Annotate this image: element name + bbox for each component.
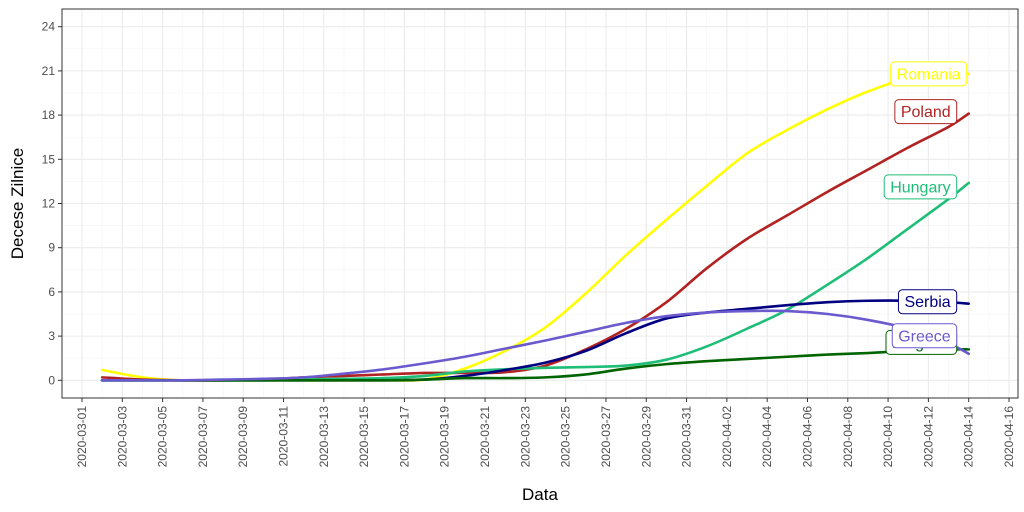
x-tick-label: 2020-03-15 — [357, 406, 371, 468]
series-label-text: Hungary — [890, 179, 950, 196]
series-label-poland: Poland — [894, 99, 958, 125]
x-tick-label: 2020-03-19 — [438, 406, 452, 468]
series-labels: RomaniaPolandHungarySerbiaBulgariaGreece — [883, 61, 968, 355]
y-tick-label: 21 — [42, 64, 56, 78]
y-tick-label: 18 — [42, 108, 56, 122]
x-tick-label: 2020-03-21 — [478, 406, 492, 468]
series-label-serbia: Serbia — [897, 289, 958, 315]
y-tick-label: 3 — [48, 329, 55, 343]
series-label-text: Greece — [898, 328, 951, 345]
x-tick-label: 2020-03-25 — [559, 406, 573, 468]
series-label-romania: Romania — [890, 61, 968, 87]
series-label-text: Serbia — [904, 294, 950, 311]
y-tick-label: 15 — [42, 152, 56, 166]
x-tick-label: 2020-04-04 — [760, 406, 774, 468]
x-tick-label: 2020-03-07 — [196, 406, 210, 468]
y-tick-label: 12 — [42, 197, 56, 211]
x-tick-label: 2020-04-12 — [921, 406, 935, 468]
series-label-box — [891, 323, 958, 349]
series-lines — [100, 72, 970, 382]
series-line-greece — [100, 309, 970, 382]
x-tick-label: 2020-04-06 — [800, 406, 814, 468]
y-axis-title: Decese Zilnice — [8, 148, 27, 260]
major-gridlines — [62, 9, 1018, 398]
x-tick-label: 2020-04-10 — [881, 406, 895, 468]
x-tick-label: 2020-03-17 — [397, 406, 411, 468]
x-tick-label: 2020-03-31 — [680, 406, 694, 468]
series-label-box — [894, 99, 958, 125]
x-tick-label: 2020-03-11 — [277, 406, 291, 467]
x-tick-label: 2020-03-23 — [518, 406, 532, 468]
y-tick-label: 6 — [48, 285, 55, 299]
x-tick-label: 2020-03-29 — [639, 406, 653, 468]
series-label-box — [897, 289, 958, 315]
x-tick-label: 2020-03-01 — [75, 406, 89, 468]
x-tick-label: 2020-04-14 — [962, 406, 976, 468]
y-tick-label: 0 — [48, 373, 55, 387]
x-tick-label: 2020-03-13 — [317, 406, 331, 468]
x-tick-label: 2020-03-27 — [599, 406, 613, 468]
series-label-text: Romania — [897, 66, 961, 83]
series-label-text: Poland — [901, 104, 951, 121]
x-tick-label: 2020-03-09 — [236, 406, 250, 468]
y-tick-label: 9 — [48, 241, 55, 255]
x-tick-label: 2020-04-02 — [720, 406, 734, 468]
x-tick-label: 2020-04-16 — [1002, 406, 1016, 468]
series-label-box — [890, 61, 968, 87]
y-tick-label: 24 — [42, 20, 56, 34]
x-axis: 2020-03-01 2020-03-03 2020-03-05 2020-03-07… — [75, 398, 1016, 467]
x-tick-label: 2020-03-03 — [115, 406, 129, 468]
x-tick-label: 2020-03-05 — [156, 406, 170, 468]
y-axis: 0 3 6 9 12 15 18 21 24 — [42, 20, 62, 387]
series-label-hungary: Hungary — [883, 174, 958, 200]
series-label-box — [883, 174, 958, 200]
x-tick-label: 2020-04-08 — [841, 406, 855, 468]
x-axis-title: Data — [522, 485, 558, 504]
series-label-greece: Greece — [891, 323, 958, 349]
